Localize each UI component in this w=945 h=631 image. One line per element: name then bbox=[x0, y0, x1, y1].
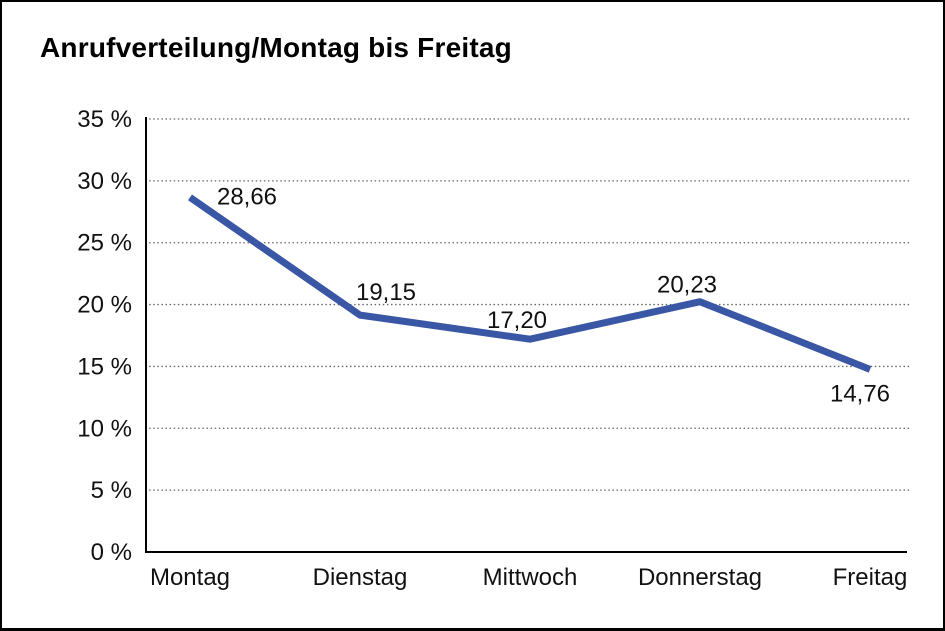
y-tick-label: 5 % bbox=[91, 477, 132, 504]
y-tick-label: 0 % bbox=[91, 539, 132, 566]
x-category-label: Mittwoch bbox=[483, 564, 578, 591]
data-label: 14,76 bbox=[830, 380, 890, 407]
x-category-label: Freitag bbox=[833, 564, 908, 591]
data-label: 17,20 bbox=[487, 307, 547, 334]
x-category-label: Dienstag bbox=[313, 564, 408, 591]
y-tick-label: 30 % bbox=[77, 168, 132, 195]
x-category-label: Donnerstag bbox=[638, 564, 762, 591]
chart-title: Anrufverteilung/Montag bis Freitag bbox=[40, 32, 512, 63]
y-tick-label: 25 % bbox=[77, 230, 132, 257]
data-label: 20,23 bbox=[657, 272, 717, 299]
y-tick-label: 15 % bbox=[77, 353, 132, 380]
x-category-label: Montag bbox=[150, 564, 230, 591]
y-tick-label: 35 % bbox=[77, 106, 132, 133]
y-tick-label: 20 % bbox=[77, 292, 132, 319]
y-tick-label: 10 % bbox=[77, 415, 132, 442]
data-label: 19,15 bbox=[356, 279, 416, 306]
series-line bbox=[188, 194, 872, 373]
data-label: 28,66 bbox=[217, 183, 277, 210]
